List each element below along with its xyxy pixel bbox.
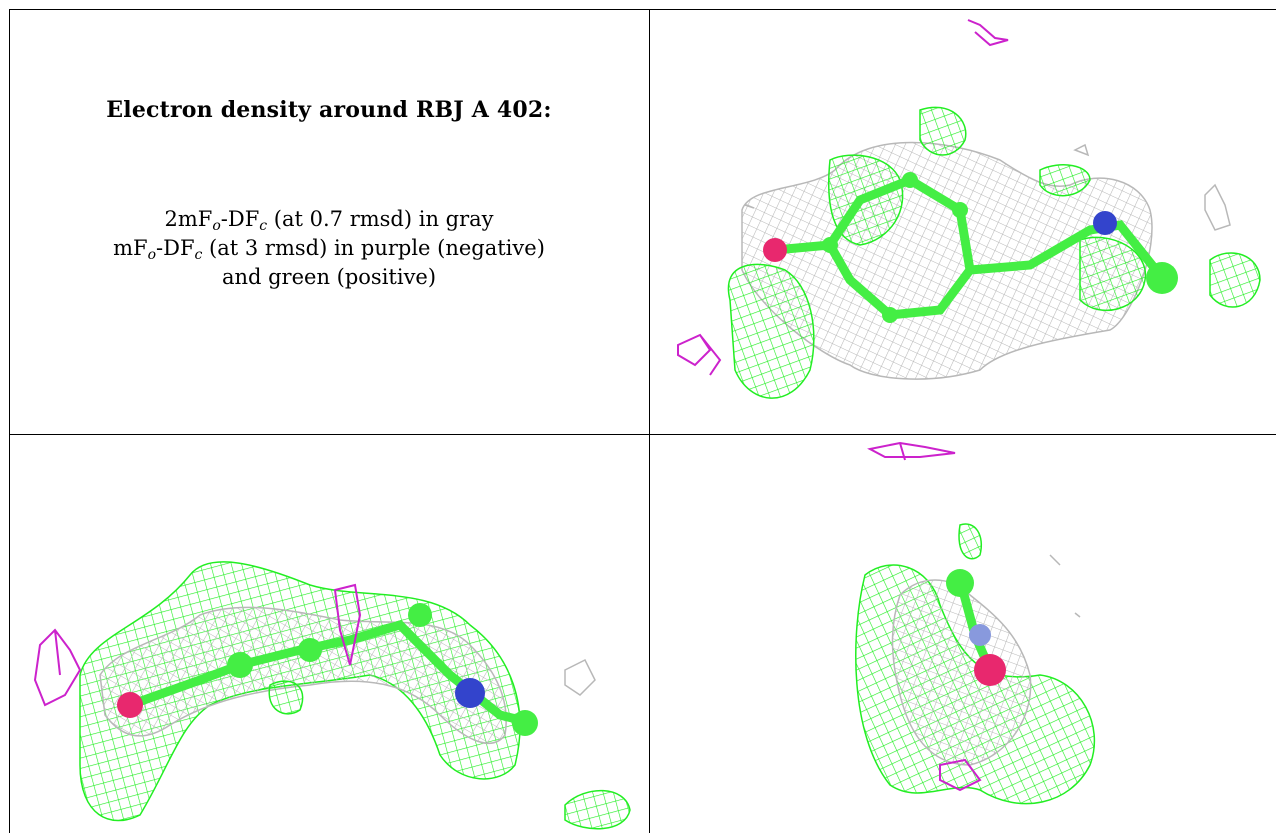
density-render-2 [33,561,631,830]
oxygen-atom [974,654,1006,686]
border-top [9,9,1276,10]
figure-grid: Electron density around RBJ A 402: 2mFo-… [9,9,1276,833]
gray-density-mesh [891,579,1032,766]
purple-negative-mesh [33,583,362,707]
border-center [649,9,650,833]
density-view-bottom-left [10,435,649,833]
ligand-bonds [770,174,1165,320]
figure-title: Electron density around RBJ A 402: [106,97,552,123]
caption-text: 2mFo-DFc (at 0.7 rmsd) in gray mFo-DFc (… [9,205,649,292]
caption-cell: Electron density around RBJ A 402: 2mFo-… [9,9,649,434]
gray-density-mesh [99,606,507,745]
oxygen-atom [117,692,143,718]
purple-negative-mesh [867,441,982,792]
nitrogen-atom [969,624,991,646]
density-render-3 [855,441,1096,805]
density-view-bottom-right [650,435,1276,833]
oxygen-atom [763,238,787,262]
purple-negative-mesh [677,19,1009,376]
border-left [9,9,10,833]
nitrogen-atom [1093,211,1117,235]
density-render-1 [677,19,1261,399]
caption-line-diff: mFo-DFc (at 3 rmsd) in purple (negative) [113,236,545,263]
caption-line-green: and green (positive) [221,265,437,289]
ligand-bonds [125,619,525,725]
green-density-mesh [727,263,815,399]
density-view-top-right [650,10,1276,434]
nitrogen-atom [455,678,485,708]
border-middle [9,434,1276,435]
caption-line-gray: 2mFo-DFc (at 0.7 rmsd) in gray [164,207,494,234]
